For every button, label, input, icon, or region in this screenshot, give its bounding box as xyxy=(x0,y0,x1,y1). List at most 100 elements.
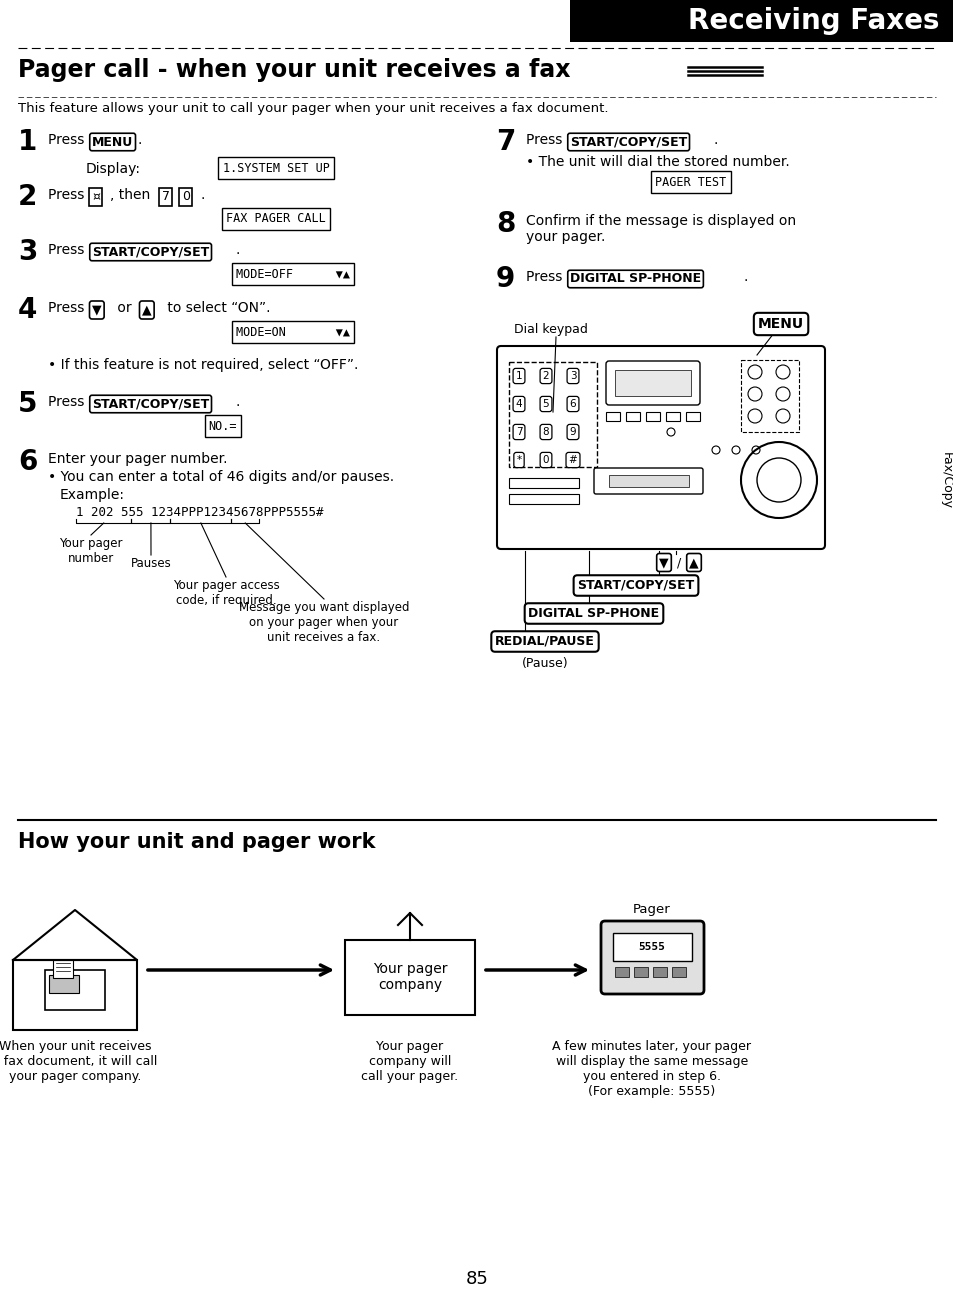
Bar xyxy=(569,0,953,42)
Bar xyxy=(740,359,799,433)
Bar xyxy=(645,412,659,421)
Bar xyxy=(671,967,685,978)
Text: Pager call - when your unit receives a fax: Pager call - when your unit receives a f… xyxy=(18,58,570,82)
Text: START/COPY/SET: START/COPY/SET xyxy=(569,136,686,149)
Text: Dial keypad: Dial keypad xyxy=(514,323,587,336)
Text: MENU: MENU xyxy=(91,136,133,149)
Text: How your unit and pager work: How your unit and pager work xyxy=(18,833,375,852)
Text: 3: 3 xyxy=(569,371,576,382)
Bar xyxy=(685,412,700,421)
Text: Your pager
company will
call your pager.: Your pager company will call your pager. xyxy=(361,1040,458,1084)
Text: 1: 1 xyxy=(18,128,37,156)
Text: FAX PAGER CALL: FAX PAGER CALL xyxy=(226,213,326,226)
Text: 9: 9 xyxy=(569,427,576,437)
Text: Press: Press xyxy=(48,188,89,203)
Text: DIGITAL SP-PHONE: DIGITAL SP-PHONE xyxy=(528,606,659,620)
Text: A few minutes later, your pager
will display the same message
you entered in ste: A few minutes later, your pager will dis… xyxy=(552,1040,751,1098)
Text: Press: Press xyxy=(48,243,89,257)
Text: MODE=ON       ▼▲: MODE=ON ▼▲ xyxy=(235,325,350,339)
Text: Your pager
company: Your pager company xyxy=(373,962,447,992)
Bar xyxy=(53,961,73,978)
Text: Your pager access
code, if required.: Your pager access code, if required. xyxy=(172,579,279,606)
Text: 7: 7 xyxy=(496,128,515,156)
Bar xyxy=(634,967,647,978)
Text: 8: 8 xyxy=(542,427,549,437)
Text: • The unit will dial the stored number.: • The unit will dial the stored number. xyxy=(525,156,789,169)
Text: 5: 5 xyxy=(542,399,549,409)
Circle shape xyxy=(757,457,801,502)
Text: When your unit receives
a fax document, it will call
your pager company.: When your unit receives a fax document, … xyxy=(0,1040,157,1084)
Text: DIGITAL SP-PHONE: DIGITAL SP-PHONE xyxy=(569,272,700,285)
Text: PAGER TEST: PAGER TEST xyxy=(655,175,726,188)
Bar xyxy=(49,975,79,993)
Text: 8: 8 xyxy=(496,210,515,238)
Text: ▼: ▼ xyxy=(91,303,102,316)
Text: Message you want displayed
on your pager when your
unit receives a fax.: Message you want displayed on your pager… xyxy=(238,601,409,644)
Text: Enter your pager number.: Enter your pager number. xyxy=(48,452,227,467)
Text: MODE=OFF      ▼▲: MODE=OFF ▼▲ xyxy=(235,268,350,281)
Text: Press: Press xyxy=(525,133,566,146)
FancyBboxPatch shape xyxy=(600,921,703,995)
Text: ▲: ▲ xyxy=(688,555,699,569)
Text: 9: 9 xyxy=(496,265,515,293)
Text: Display:: Display: xyxy=(86,162,141,176)
Text: START/COPY/SET: START/COPY/SET xyxy=(91,397,209,410)
Text: 1 202 555 1234PPP12345678PPP5555#: 1 202 555 1234PPP12345678PPP5555# xyxy=(76,506,323,519)
Bar xyxy=(652,967,666,978)
Bar xyxy=(45,970,105,1010)
FancyBboxPatch shape xyxy=(605,361,700,405)
Bar xyxy=(665,412,679,421)
Text: 3: 3 xyxy=(18,238,37,267)
Text: 0: 0 xyxy=(542,455,549,465)
Circle shape xyxy=(740,442,816,518)
Text: Press: Press xyxy=(48,301,89,315)
Text: 5: 5 xyxy=(18,389,37,418)
Text: REDIAL/PAUSE: REDIAL/PAUSE xyxy=(495,635,595,648)
Text: your pager.: your pager. xyxy=(525,230,605,244)
Text: 6: 6 xyxy=(569,399,576,409)
Bar xyxy=(625,412,639,421)
Bar xyxy=(608,474,688,488)
Text: *: * xyxy=(516,455,521,465)
Text: 6: 6 xyxy=(18,448,37,476)
Text: #: # xyxy=(568,455,577,465)
Text: .: . xyxy=(138,133,142,146)
Text: Press: Press xyxy=(525,271,566,284)
Text: ¤: ¤ xyxy=(91,191,100,204)
Text: 7: 7 xyxy=(162,191,170,204)
Text: 1.SYSTEM SET UP: 1.SYSTEM SET UP xyxy=(222,162,329,175)
Text: .: . xyxy=(713,133,718,146)
Text: or: or xyxy=(112,301,136,315)
Bar xyxy=(509,478,578,488)
Text: Receiving Faxes: Receiving Faxes xyxy=(688,7,939,35)
Bar xyxy=(509,494,578,505)
Text: Your pager
number: Your pager number xyxy=(59,537,123,565)
Text: Fax/Copy: Fax/Copy xyxy=(939,451,951,508)
Text: MENU: MENU xyxy=(758,318,803,331)
Bar xyxy=(605,412,619,421)
Text: ▼: ▼ xyxy=(659,555,668,569)
Text: • You can enter a total of 46 digits and/or pauses.: • You can enter a total of 46 digits and… xyxy=(48,471,394,484)
Text: ▲: ▲ xyxy=(142,303,152,316)
Text: .: . xyxy=(201,188,205,203)
Text: 5555: 5555 xyxy=(638,942,665,951)
Bar xyxy=(509,362,597,467)
Text: , then: , then xyxy=(110,188,154,203)
Text: NO.=: NO.= xyxy=(209,420,237,433)
Text: .: . xyxy=(235,395,240,409)
Text: 2: 2 xyxy=(18,183,37,210)
Text: Press: Press xyxy=(48,133,89,146)
Text: This feature allows your unit to call your pager when your unit receives a fax d: This feature allows your unit to call yo… xyxy=(18,102,608,115)
Text: Press: Press xyxy=(48,395,89,409)
FancyBboxPatch shape xyxy=(497,346,824,549)
Text: Pauses: Pauses xyxy=(131,557,172,570)
Text: /: / xyxy=(677,555,680,569)
Text: Confirm if the message is displayed on: Confirm if the message is displayed on xyxy=(525,214,796,227)
Bar xyxy=(13,961,137,1030)
Text: .: . xyxy=(235,243,240,257)
Text: 4: 4 xyxy=(18,295,37,324)
Text: 0: 0 xyxy=(182,191,190,204)
Text: • If this feature is not required, select “OFF”.: • If this feature is not required, selec… xyxy=(48,358,358,372)
Text: .: . xyxy=(743,271,747,284)
Text: 2: 2 xyxy=(542,371,549,382)
